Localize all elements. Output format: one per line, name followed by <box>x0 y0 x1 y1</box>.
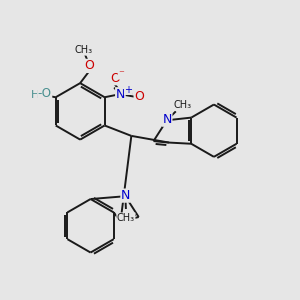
Text: O: O <box>84 59 94 72</box>
Text: ⁻: ⁻ <box>118 69 124 79</box>
Text: N: N <box>163 113 172 126</box>
Text: N: N <box>121 189 130 202</box>
Text: +: + <box>124 85 132 94</box>
Text: CH₃: CH₃ <box>174 100 192 110</box>
Text: H: H <box>31 90 39 100</box>
Text: CH₃: CH₃ <box>74 45 92 55</box>
Text: -O: -O <box>38 88 52 100</box>
Text: O: O <box>134 90 144 103</box>
Text: CH₃: CH₃ <box>117 213 135 223</box>
Text: O: O <box>110 72 120 85</box>
Text: N: N <box>116 88 125 101</box>
